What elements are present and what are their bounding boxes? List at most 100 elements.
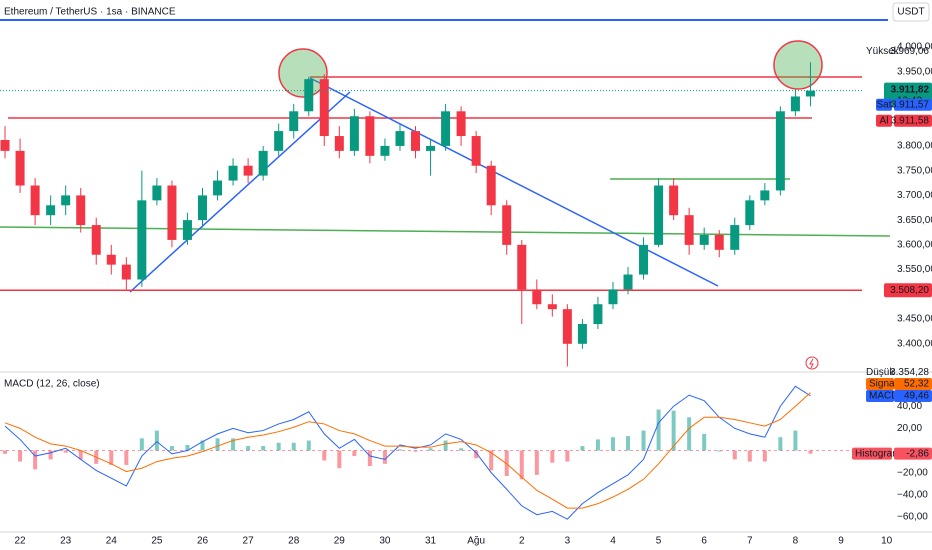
legend-name: Signal (869, 379, 897, 390)
histogram-bar (231, 438, 236, 451)
candle-body (714, 234, 724, 250)
y-tick-label: −60,00 (897, 512, 928, 523)
histogram-bar (565, 450, 570, 462)
histogram-bar (246, 446, 251, 451)
histogram-bar (762, 450, 767, 462)
histogram-bar (169, 446, 174, 451)
candle-body (654, 185, 664, 245)
bid-ask-name-box (876, 98, 892, 111)
y-tick-label: 4.000,00 (897, 42, 932, 53)
y-tick-label: 3.750,00 (897, 165, 932, 176)
currency: USDT (897, 7, 924, 18)
candle-body (182, 220, 192, 240)
candle-body (380, 145, 390, 156)
histogram-bar (352, 450, 357, 457)
candle-body (46, 205, 56, 216)
price-tag (884, 283, 932, 298)
candle-body (532, 289, 542, 305)
x-tick-label: Ağu (467, 536, 485, 547)
candle-body (745, 200, 755, 226)
x-tick-label: 22 (15, 536, 27, 547)
y-tick-label: −20,00 (897, 467, 928, 478)
candle-body (15, 150, 25, 186)
candle-body (91, 225, 101, 255)
histogram-bar (291, 442, 296, 451)
x-tick-label: 23 (60, 536, 72, 547)
y-tick-label: 3.650,00 (897, 215, 932, 226)
candle-body (608, 289, 618, 305)
candle-body (562, 309, 572, 344)
x-tick-label: 27 (243, 536, 255, 547)
x-tick-label: 30 (379, 536, 391, 547)
histogram-bar (474, 450, 479, 459)
y-tick-label: 3.600,00 (897, 240, 932, 251)
histogram-bar (595, 439, 600, 451)
bid-ask-name-box (876, 114, 892, 127)
bid-ask-label: 3.911,57 (891, 99, 930, 110)
histogram-bar (18, 450, 23, 462)
histogram-bar (747, 450, 752, 462)
indicator-title: MACD (12, 26, close) (4, 379, 100, 390)
histogram-bar (580, 446, 585, 451)
alert-icon[interactable] (805, 356, 819, 370)
candle-body (623, 274, 633, 290)
x-tick-label: 25 (151, 536, 163, 547)
y-tick-label: 40,00 (897, 401, 922, 412)
histogram-bar (793, 430, 798, 451)
x-tick-label: 4 (610, 536, 616, 547)
histogram-bar (428, 448, 433, 451)
x-tick-label: 8 (793, 536, 799, 547)
histogram-bar (154, 430, 159, 451)
trend-line (309, 77, 719, 287)
candle-body (137, 200, 147, 280)
candle-body (167, 185, 177, 240)
candle-body (152, 185, 162, 201)
highlight-circle (773, 40, 823, 90)
legend-value-box (894, 390, 932, 402)
x-tick-label: 7 (747, 536, 753, 547)
candle-body (289, 111, 299, 132)
candle-body (699, 234, 709, 245)
candle-body (274, 131, 284, 151)
bid-ask-name: Al (880, 115, 889, 126)
histogram-bar (808, 450, 813, 454)
bid-ask-tag (894, 98, 932, 111)
candle-body (198, 195, 208, 221)
histogram-bar (200, 440, 205, 451)
histogram-bar (337, 450, 342, 469)
y-tick-label: 3.550,00 (897, 264, 932, 275)
trend-line (129, 91, 351, 293)
histogram-bar (413, 450, 418, 452)
candle-body (61, 195, 71, 206)
candle-body (593, 304, 603, 325)
x-tick-label: 3 (565, 536, 571, 547)
macd-line (4, 392, 811, 509)
histogram-bar (382, 450, 387, 464)
histogram-bar (306, 440, 311, 451)
candle-body (106, 254, 116, 265)
x-tick-label: 10 (881, 536, 893, 547)
candle-body (304, 79, 314, 112)
histogram-bar (717, 450, 722, 452)
candle-body (30, 185, 40, 216)
y-tick-label: 20,00 (897, 423, 922, 434)
candle-body (410, 131, 420, 151)
histogram-bar (687, 417, 692, 451)
candle-body (319, 79, 329, 137)
y-tick-label: −40,00 (897, 489, 928, 500)
histogram-bar (48, 450, 53, 460)
candle-body (0, 139, 10, 151)
histogram-bar (261, 446, 266, 451)
last-price-label: 3.911,82 (891, 84, 930, 95)
legend-name-box (866, 378, 894, 390)
candle-body (775, 111, 785, 191)
highlight-circle (278, 48, 328, 98)
x-tick-label: 24 (106, 536, 118, 547)
y-tick-label: 3.400,00 (897, 338, 932, 349)
candle-body (121, 264, 131, 280)
histogram-bar (109, 450, 114, 465)
currency-button[interactable] (892, 2, 930, 22)
x-tick-label: 9 (838, 536, 844, 547)
high-tag-name: Yüksek (866, 46, 900, 57)
